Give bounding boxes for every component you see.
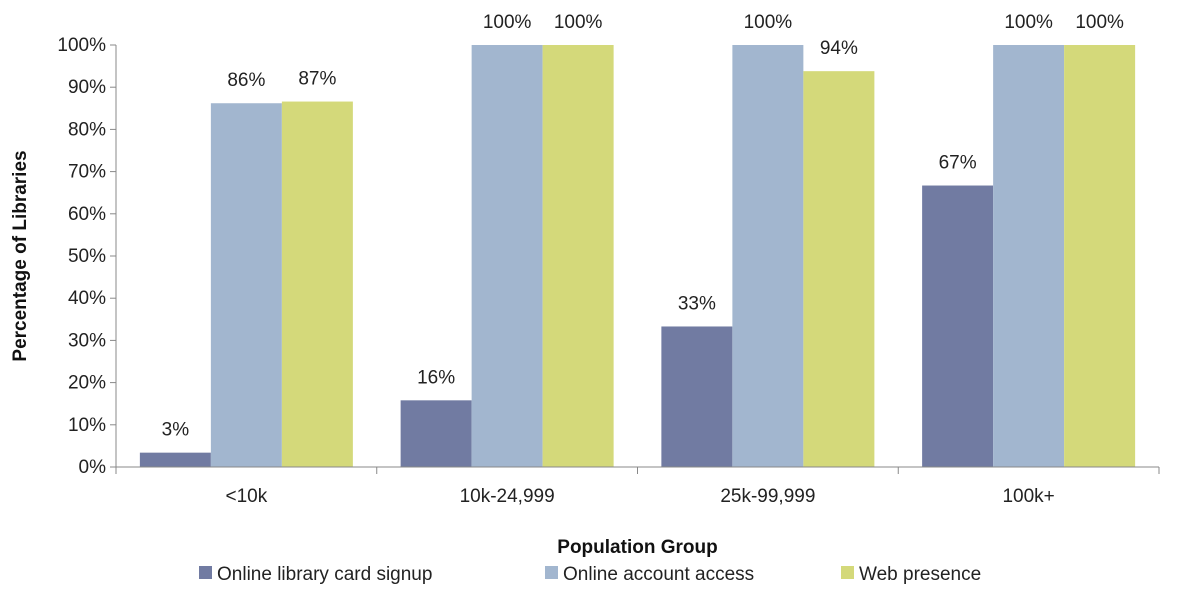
y-tick-label: 50% (68, 246, 106, 267)
bar (993, 45, 1065, 467)
legend-label: Online library card signup (217, 564, 432, 585)
legend-swatch (841, 566, 854, 579)
category-label: 25k-99,999 (720, 486, 815, 507)
bar (732, 45, 804, 467)
legend-swatch (199, 566, 212, 579)
data-label: 94% (820, 38, 858, 59)
bar (803, 71, 875, 467)
legend-label: Web presence (859, 564, 981, 585)
category-label: 100k+ (1002, 486, 1054, 507)
y-tick-label: 60% (68, 204, 106, 225)
legend-label: Online account access (563, 564, 754, 585)
bar (1064, 45, 1136, 467)
bar (471, 45, 543, 467)
y-tick-label: 40% (68, 288, 106, 309)
bar (281, 101, 353, 467)
y-tick-label: 100% (57, 35, 106, 56)
data-label: 33% (678, 293, 716, 314)
y-tick-label: 80% (68, 119, 106, 140)
y-tick-label: 0% (79, 457, 107, 478)
y-tick-label: 70% (68, 162, 106, 183)
data-label: 100% (1075, 12, 1124, 33)
data-label: 100% (744, 12, 793, 33)
x-axis-ticks (115, 467, 1160, 474)
legend-swatch (545, 566, 558, 579)
bar (400, 400, 472, 467)
data-label: 100% (554, 12, 603, 33)
bars (139, 45, 1136, 468)
bar (210, 103, 282, 468)
data-label: 16% (417, 367, 455, 388)
legend: Online library card signup Online account… (199, 564, 981, 585)
data-label: 86% (227, 70, 265, 91)
data-label: 3% (162, 420, 190, 441)
bar (139, 452, 211, 467)
category-labels: <10k 10k-24,999 25k-99,999 100k+ (226, 486, 1055, 507)
y-axis-ticks: 0% 10% 20% 30% 40% 50% 60% 70% 80% 90% 100% (57, 35, 116, 478)
data-labels: 3% 86% 87% 16% 100% 100% 33% 100% 94% 67% 100% 100% (162, 12, 1124, 441)
data-label: 87% (298, 69, 336, 90)
y-tick-label: 10% (68, 415, 106, 436)
bar (661, 326, 733, 467)
y-tick-label: 90% (68, 77, 106, 98)
y-tick-label: 30% (68, 330, 106, 351)
data-label: 67% (939, 153, 977, 174)
bar (922, 185, 994, 467)
category-label: <10k (226, 486, 268, 507)
category-label: 10k-24,999 (460, 486, 555, 507)
x-axis-title: Population Group (557, 537, 717, 558)
data-label: 100% (1004, 12, 1053, 33)
y-tick-label: 20% (68, 373, 106, 394)
y-axis-title: Percentage of Libraries (10, 150, 31, 361)
data-label: 100% (483, 12, 532, 33)
bar (542, 45, 614, 467)
